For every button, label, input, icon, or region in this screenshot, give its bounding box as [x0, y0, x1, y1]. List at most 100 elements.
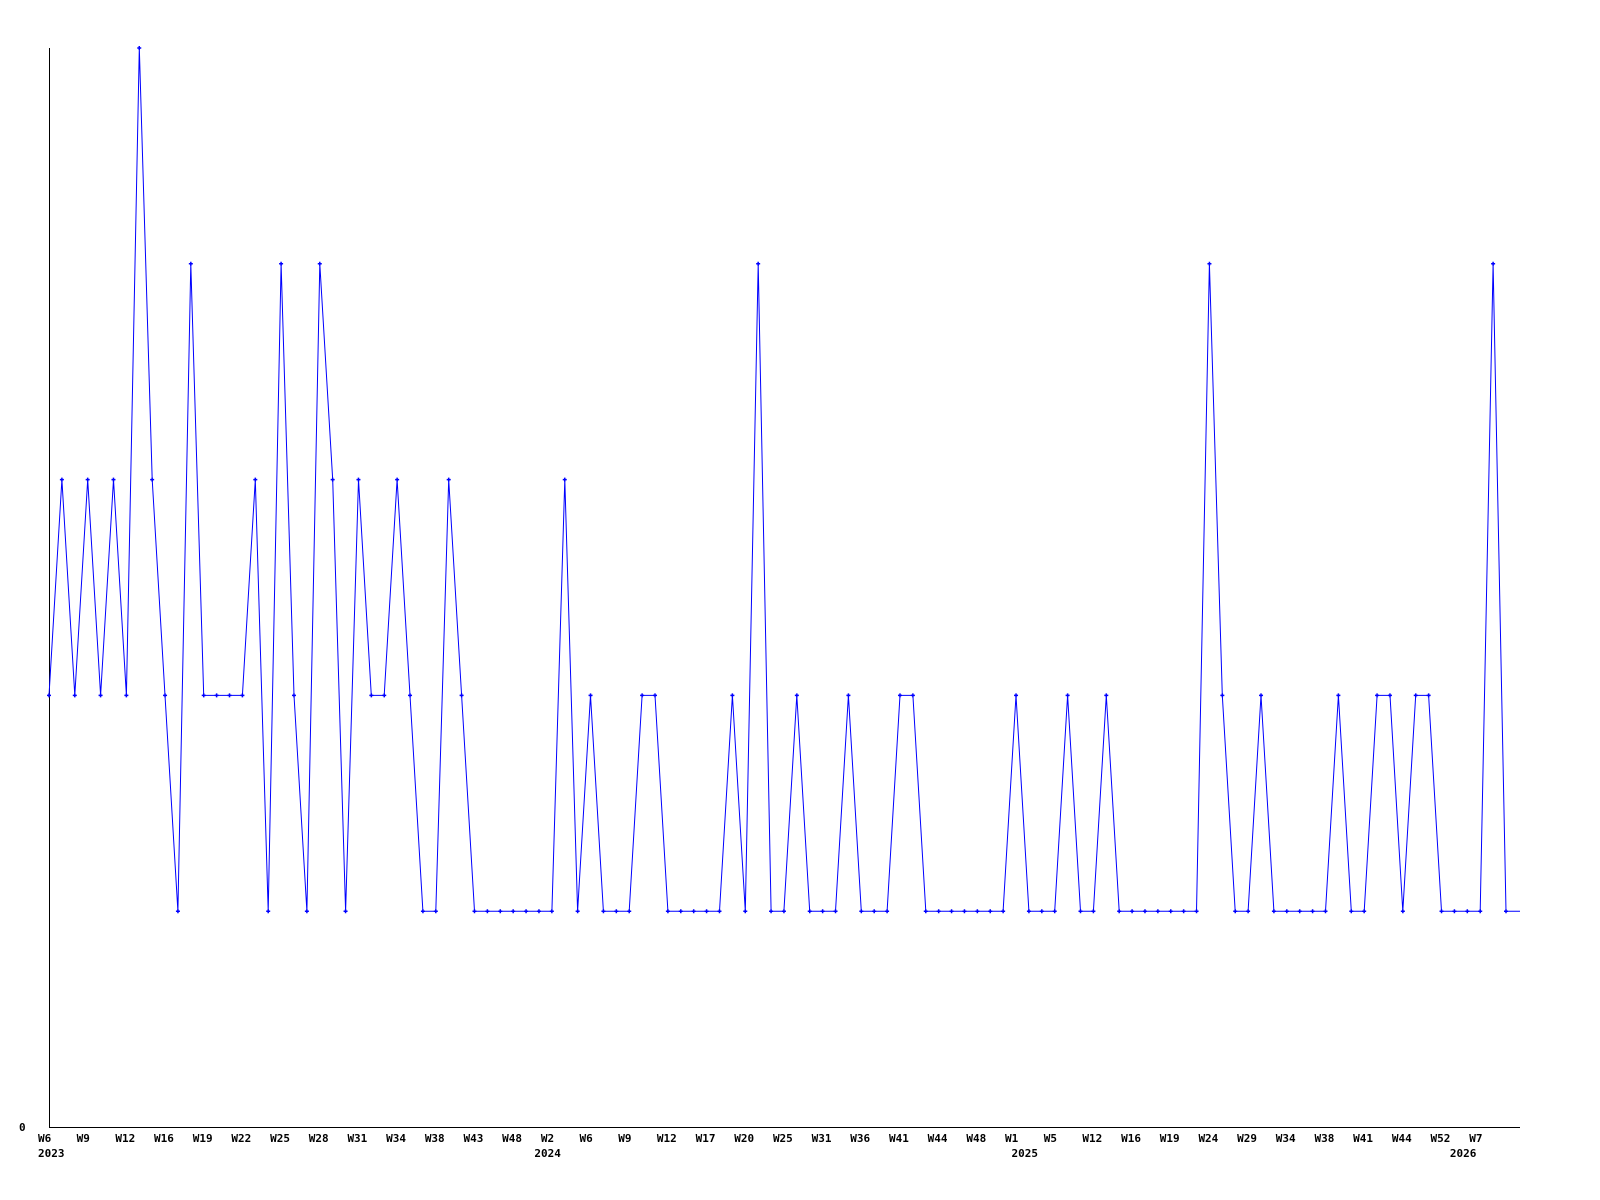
data-point: [188, 261, 193, 266]
data-point: [1078, 909, 1083, 914]
data-point: [304, 909, 309, 914]
x-tick-label: W24: [1198, 1132, 1218, 1145]
data-point: [1439, 909, 1444, 914]
data-point: [1491, 261, 1496, 266]
year-label: 2026: [1450, 1147, 1477, 1160]
data-point: [1452, 909, 1457, 914]
data-point: [781, 909, 786, 914]
data-point: [549, 909, 554, 914]
data-point: [395, 477, 400, 482]
x-tick-label: W22: [231, 1132, 251, 1145]
data-point: [691, 909, 696, 914]
x-tick-label: W12: [657, 1132, 677, 1145]
x-tick-label: W41: [1353, 1132, 1373, 1145]
data-point: [459, 693, 464, 698]
year-label: 2025: [1011, 1147, 1038, 1160]
data-point: [382, 693, 387, 698]
data-point: [227, 693, 232, 698]
x-tick-label: W25: [270, 1132, 290, 1145]
data-point: [846, 693, 851, 698]
data-point: [175, 909, 180, 914]
data-point: [653, 693, 658, 698]
data-point: [420, 909, 425, 914]
data-point: [1323, 909, 1328, 914]
data-point: [1362, 909, 1367, 914]
data-point: [1478, 909, 1483, 914]
data-point: [1194, 909, 1199, 914]
data-point: [807, 909, 812, 914]
data-point: [291, 693, 296, 698]
data-point: [1065, 693, 1070, 698]
data-point: [472, 909, 477, 914]
data-point: [588, 693, 593, 698]
data-point: [1091, 909, 1096, 914]
data-point: [240, 693, 245, 698]
x-tick-label: W25: [773, 1132, 793, 1145]
data-point: [1310, 909, 1315, 914]
data-point: [124, 693, 129, 698]
data-point: [975, 909, 980, 914]
data-point: [511, 909, 516, 914]
x-tick-label: W28: [309, 1132, 329, 1145]
data-point: [962, 909, 967, 914]
data-point: [1400, 909, 1405, 914]
x-tick-label: W2: [541, 1132, 554, 1145]
data-point: [627, 909, 632, 914]
data-point: [859, 909, 864, 914]
data-point: [820, 909, 825, 914]
x-tick-label: W34: [386, 1132, 406, 1145]
data-point: [717, 909, 722, 914]
data-point: [47, 693, 51, 698]
data-point: [137, 46, 142, 50]
data-point: [1014, 693, 1019, 698]
data-point: [1259, 693, 1264, 698]
data-point: [949, 909, 954, 914]
x-tick-label: W6: [38, 1132, 52, 1145]
data-point: [665, 909, 670, 914]
data-point: [872, 909, 877, 914]
x-tick-label: W41: [889, 1132, 909, 1145]
data-point: [1375, 693, 1380, 698]
data-point: [678, 909, 683, 914]
data-point: [923, 909, 928, 914]
data-point: [601, 909, 606, 914]
data-point: [936, 909, 941, 914]
data-point: [369, 693, 374, 698]
data-point: [85, 477, 90, 482]
data-point: [575, 909, 580, 914]
data-point: [1246, 909, 1251, 914]
x-tick-label: W19: [1160, 1132, 1180, 1145]
data-point: [330, 477, 335, 482]
series-line: [48, 47, 1520, 912]
data-point: [111, 477, 116, 482]
data-point: [730, 693, 735, 698]
data-point: [1052, 909, 1057, 914]
data-point: [910, 693, 915, 698]
data-point: [1271, 909, 1276, 914]
x-tick-label: W31: [347, 1132, 367, 1145]
x-tick-label: W12: [115, 1132, 135, 1145]
data-point: [743, 909, 748, 914]
year-labels: 2023 2024 2025 2026: [38, 1147, 1477, 1160]
data-point: [150, 477, 155, 482]
data-point: [704, 909, 709, 914]
data-point: [1142, 909, 1147, 914]
x-tick-label: W34: [1276, 1132, 1296, 1145]
data-point: [356, 477, 361, 482]
data-point: [794, 693, 799, 698]
data-point: [279, 261, 284, 266]
data-point: [756, 261, 761, 266]
data-point: [1233, 909, 1238, 914]
x-tick-label: W31: [812, 1132, 832, 1145]
data-point: [498, 909, 503, 914]
x-tick-label: W43: [463, 1132, 483, 1145]
year-label: 2023: [38, 1147, 65, 1160]
data-point: [1207, 261, 1212, 266]
data-point: [98, 693, 103, 698]
data-point: [485, 909, 490, 914]
x-tick-label: W1: [1005, 1132, 1019, 1145]
data-point: [769, 909, 774, 914]
x-tick-label: W12: [1082, 1132, 1102, 1145]
data-point: [1387, 693, 1392, 698]
